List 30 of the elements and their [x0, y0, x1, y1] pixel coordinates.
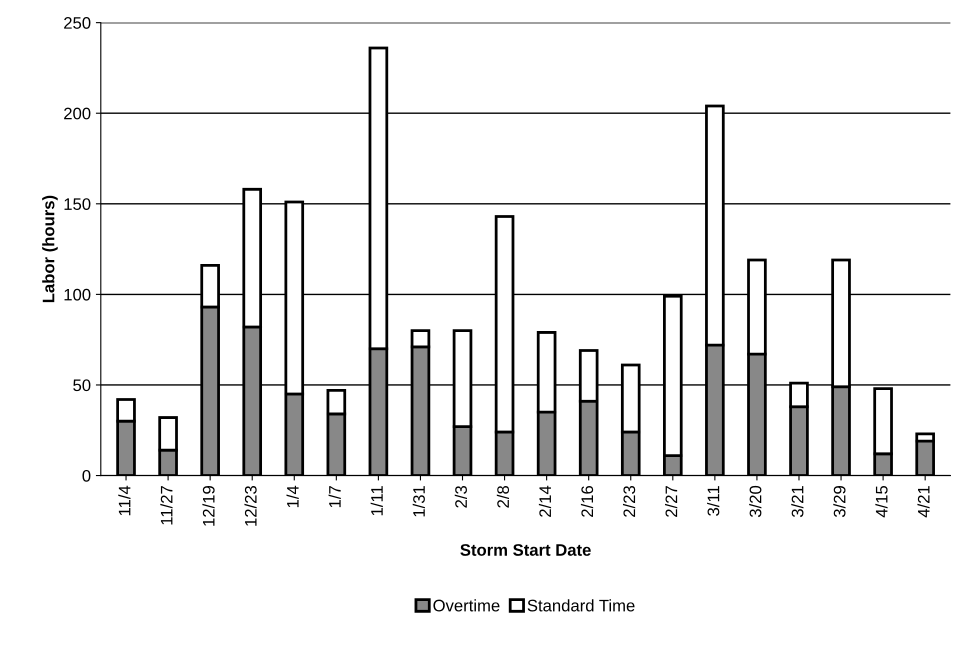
y-tick-label: 200: [64, 108, 90, 120]
x-tick-label: 2/14: [538, 486, 552, 517]
x-tick-label: 2/8: [496, 486, 510, 508]
y-tick-label: 250: [64, 17, 90, 29]
legend-label: Standard Time: [528, 599, 635, 612]
x-tick-label: 1/7: [328, 486, 341, 508]
x-tick-label: 2/16: [580, 486, 594, 517]
x-axis-title: Storm Start Date: [460, 544, 591, 556]
x-tick-label: 3/21: [791, 486, 804, 518]
x-tick-label: 3/29: [833, 486, 846, 518]
y-tick-label: 150: [64, 198, 90, 210]
x-tick-label: 4/21: [917, 486, 930, 518]
x-tick-label: 11/4: [118, 486, 131, 516]
x-tick-label: 2/3: [454, 486, 467, 508]
x-tick-label: 1/11: [370, 486, 383, 516]
y-tick-label: 100: [64, 288, 90, 301]
legend-label: Overtime: [433, 599, 500, 612]
y-tick-label: 50: [73, 379, 90, 392]
x-tick-label: 2/27: [665, 486, 678, 517]
x-tick-label: 12/23: [244, 486, 257, 526]
y-axis-title: Labor (hours): [42, 196, 58, 302]
x-tick-label: 2/23: [622, 486, 636, 517]
x-tick-label: 4/15: [875, 486, 888, 518]
x-tick-label: 1/4: [286, 486, 299, 508]
x-tick-label: 1/31: [412, 486, 425, 516]
x-tick-label: 3/11: [707, 486, 720, 516]
x-tick-label: 11/27: [160, 486, 173, 524]
x-tick-label: 12/19: [202, 486, 215, 526]
x-tick-label: 3/20: [749, 486, 762, 518]
y-tick-label: 0: [82, 470, 90, 482]
